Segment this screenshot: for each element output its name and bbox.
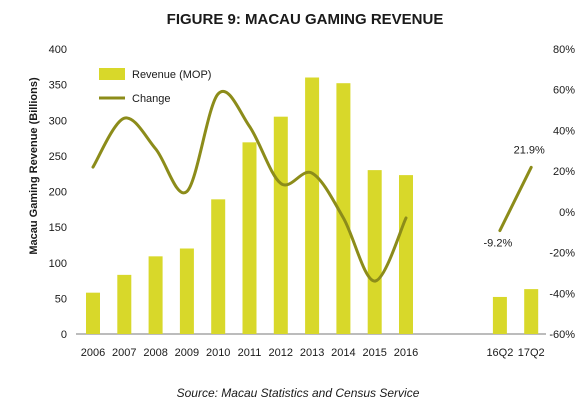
x-tick-label: 2011 — [238, 347, 262, 359]
y2-tick-label: 80% — [553, 44, 575, 56]
x-tick-label: 2010 — [206, 347, 230, 359]
revenue-bar — [86, 292, 100, 334]
x-tick-label: 2008 — [143, 347, 167, 359]
y2-tick-label: 0% — [559, 207, 575, 219]
revenue-bar — [148, 256, 163, 334]
legend-swatch-revenue — [99, 68, 125, 80]
revenue-bars — [86, 77, 539, 334]
revenue-bar — [117, 274, 132, 334]
change-line-segment — [91, 89, 408, 283]
y-tick-label: 250 — [49, 151, 67, 163]
revenue-bar — [305, 77, 320, 334]
revenue-bar — [367, 170, 382, 334]
revenue-bar — [273, 116, 288, 334]
y-axis-ticks: 0 50 100 150 200 250 300 350 400 — [49, 44, 67, 341]
revenue-bar — [492, 296, 507, 334]
x-tick-label: 17Q2 — [518, 347, 545, 359]
annotations: -9.2% 21.9% — [484, 144, 545, 249]
legend-label-change: Change — [132, 93, 171, 105]
y2-tick-label: -20% — [549, 248, 575, 260]
y-tick-label: 300 — [49, 115, 67, 127]
y-tick-label: 400 — [49, 44, 67, 56]
change-line-segment — [498, 165, 533, 233]
y2-tick-label: 60% — [553, 85, 575, 97]
y-axis-label: Macau Gaming Revenue (Billions) — [28, 77, 40, 255]
x-tick-label: 2007 — [112, 347, 136, 359]
annotation-17q2: 21.9% — [514, 144, 545, 156]
source-note: Source: Macau Statistics and Census Serv… — [177, 386, 420, 400]
x-tick-label: 2013 — [300, 347, 324, 359]
x-axis-ticks: 2006 2007 2008 2009 2010 2011 2012 2013 2014 2015… — [81, 347, 545, 359]
revenue-bar — [211, 199, 226, 334]
y2-tick-label: -60% — [549, 329, 575, 341]
y-tick-label: 350 — [49, 80, 67, 92]
y2-tick-label: 20% — [553, 166, 575, 178]
x-tick-label: 2016 — [394, 347, 418, 359]
revenue-bar — [399, 175, 413, 334]
revenue-bar — [179, 248, 194, 334]
revenue-bar — [524, 289, 539, 334]
y-tick-label: 0 — [61, 329, 67, 341]
x-tick-label: 2015 — [362, 347, 386, 359]
y2-tick-label: 40% — [553, 125, 575, 137]
revenue-bar — [336, 83, 351, 334]
legend-label-revenue: Revenue (MOP) — [132, 69, 211, 81]
x-tick-label: 2012 — [269, 347, 293, 359]
x-tick-label: 16Q2 — [486, 347, 513, 359]
y-tick-label: 50 — [55, 293, 67, 305]
y2-axis-ticks: -60% -40% -20% 0% 20% 40% 60% 80% — [549, 44, 575, 341]
y2-tick-label: -40% — [549, 288, 575, 300]
x-tick-label: 2009 — [175, 347, 199, 359]
y-tick-label: 150 — [49, 222, 67, 234]
x-tick-label: 2006 — [81, 347, 105, 359]
chart-title: FIGURE 9: MACAU GAMING REVENUE — [167, 11, 444, 28]
y-tick-label: 200 — [49, 187, 67, 199]
change-line — [91, 89, 533, 283]
y-tick-label: 100 — [49, 258, 67, 270]
legend: Revenue (MOP) Change — [99, 68, 211, 105]
annotation-16q2: -9.2% — [484, 238, 513, 250]
revenue-bar — [242, 142, 257, 334]
x-tick-label: 2014 — [331, 347, 355, 359]
